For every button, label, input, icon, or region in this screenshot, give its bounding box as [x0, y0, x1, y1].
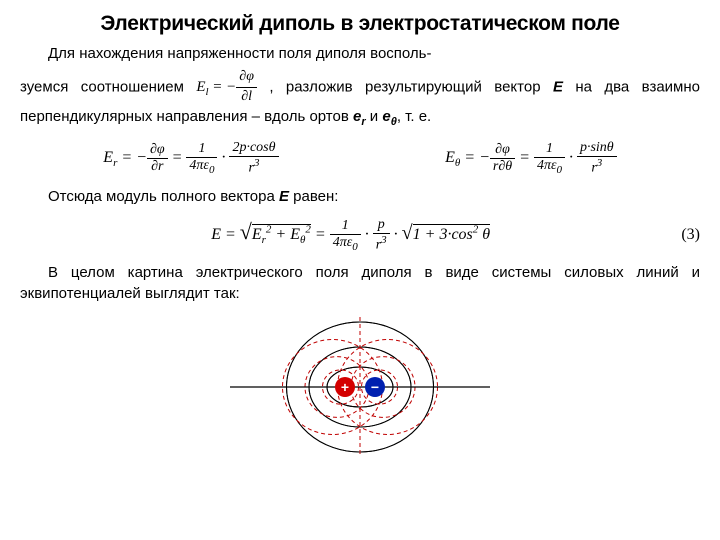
- paragraph-1: Для нахождения напряженности поля диполя…: [20, 44, 700, 64]
- formula-Er-Etheta: Er = −∂φ∂r = 14πε0 · 2p·cosθr3 Eθ = −∂φr…: [20, 134, 700, 183]
- svg-text:+: +: [341, 379, 349, 395]
- inline-formula: El = −∂φ∂l: [196, 68, 257, 107]
- p1e: и: [366, 108, 383, 125]
- p2b: равен:: [289, 188, 338, 205]
- er: er: [353, 108, 366, 125]
- paragraph-2: Отсюда модуль полного вектора E равен:: [20, 187, 700, 207]
- dipole-diagram: + −: [20, 312, 700, 466]
- p1b: зуемся соотношением: [20, 79, 196, 96]
- p1c: , разложив результирующий вектор: [269, 79, 553, 96]
- svg-text:−: −: [371, 379, 379, 395]
- p1a: Для нахождения напряженности поля диполя…: [48, 45, 432, 62]
- p1f: , т. е.: [397, 108, 431, 125]
- p2a: Отсюда модуль полного вектора: [48, 188, 279, 205]
- formula-Er: Er = −∂φ∂r = 14πε0 · 2p·cosθr3: [103, 140, 278, 177]
- vec-E-2: E: [279, 188, 289, 205]
- page-title: Электрический диполь в электростатическо…: [20, 12, 700, 36]
- paragraph-3: В целом картина электрического поля дипо…: [20, 263, 700, 304]
- vec-E: E: [553, 79, 563, 96]
- eth: eθ: [382, 108, 396, 125]
- paragraph-1b: зуемся соотношением El = −∂φ∂l , разложи…: [20, 68, 700, 130]
- formula-Etheta: Eθ = −∂φr∂θ = 14πε0 · p·sinθr3: [445, 140, 617, 177]
- formula-3: E = √Er2 + Eθ2 = 14πε0 · pr3 · √1 + 3·co…: [20, 217, 681, 254]
- formula-3-row: E = √Er2 + Eθ2 = 14πε0 · pr3 · √1 + 3·co…: [20, 211, 700, 260]
- eq-number-3: (3): [681, 226, 700, 244]
